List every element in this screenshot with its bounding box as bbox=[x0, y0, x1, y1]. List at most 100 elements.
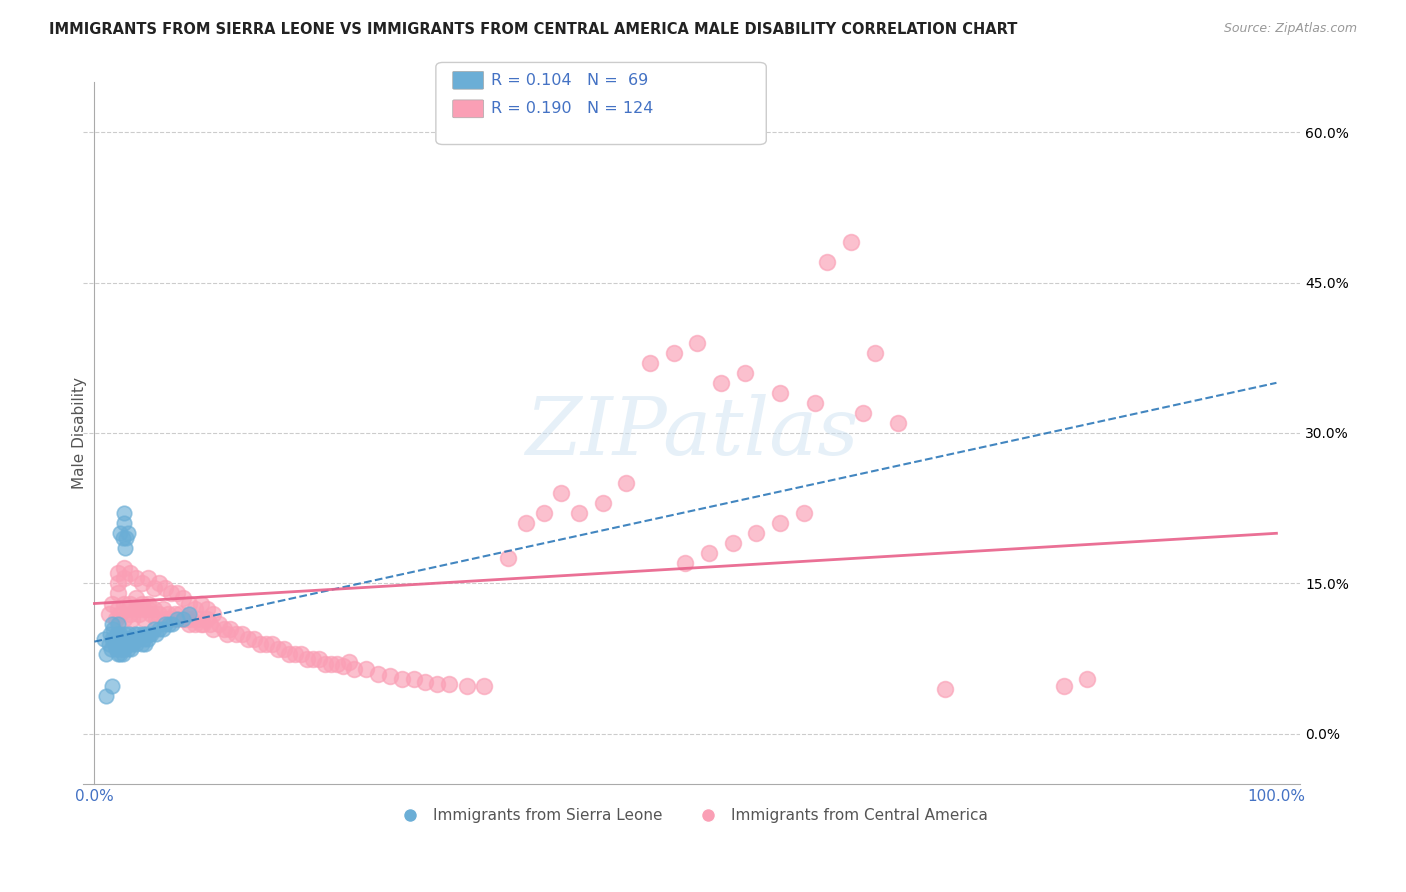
Immigrants from Sierra Leone bbox=[125, 637, 148, 651]
Immigrants from Sierra Leone bbox=[148, 622, 170, 636]
Immigrants from Sierra Leone bbox=[111, 637, 134, 651]
Immigrants from Sierra Leone bbox=[132, 626, 155, 640]
Immigrants from Sierra Leone bbox=[93, 632, 115, 646]
Immigrants from Sierra Leone bbox=[118, 626, 141, 640]
Immigrants from Central America bbox=[332, 658, 354, 673]
Immigrants from Central America bbox=[184, 616, 207, 631]
Immigrants from Sierra Leone bbox=[122, 632, 145, 646]
Immigrants from Central America bbox=[515, 516, 537, 531]
Immigrants from Sierra Leone bbox=[117, 526, 139, 541]
Immigrants from Central America bbox=[456, 679, 478, 693]
Immigrants from Central America bbox=[343, 662, 366, 676]
Immigrants from Central America bbox=[378, 669, 401, 683]
Immigrants from Sierra Leone bbox=[110, 647, 132, 661]
Immigrants from Central America bbox=[187, 611, 209, 625]
Immigrants from Sierra Leone bbox=[105, 626, 128, 640]
Immigrants from Central America bbox=[200, 616, 222, 631]
Immigrants from Sierra Leone bbox=[101, 632, 124, 646]
Immigrants from Central America bbox=[402, 672, 425, 686]
Immigrants from Central America bbox=[686, 335, 709, 350]
Immigrants from Central America bbox=[1053, 679, 1076, 693]
Legend: Immigrants from Sierra Leone, Immigrants from Central America: Immigrants from Sierra Leone, Immigrants… bbox=[388, 802, 994, 829]
Immigrants from Central America bbox=[745, 526, 768, 541]
Immigrants from Central America bbox=[295, 651, 318, 665]
Immigrants from Central America bbox=[1076, 672, 1098, 686]
Immigrants from Central America bbox=[136, 571, 159, 585]
Immigrants from Central America bbox=[254, 637, 277, 651]
Immigrants from Sierra Leone bbox=[97, 637, 120, 651]
Immigrants from Sierra Leone bbox=[103, 637, 125, 651]
Immigrants from Central America bbox=[118, 597, 141, 611]
Immigrants from Sierra Leone bbox=[125, 632, 148, 646]
Immigrants from Central America bbox=[141, 607, 163, 621]
Immigrants from Central America bbox=[112, 561, 135, 575]
Immigrants from Sierra Leone bbox=[138, 626, 160, 640]
Immigrants from Central America bbox=[118, 607, 141, 621]
Immigrants from Sierra Leone bbox=[110, 637, 132, 651]
Immigrants from Central America bbox=[97, 607, 120, 621]
Immigrants from Sierra Leone bbox=[141, 626, 163, 640]
Immigrants from Sierra Leone bbox=[110, 641, 132, 656]
Immigrants from Sierra Leone bbox=[110, 632, 132, 646]
Immigrants from Central America bbox=[112, 597, 135, 611]
Immigrants from Central America bbox=[177, 616, 200, 631]
Immigrants from Central America bbox=[302, 651, 325, 665]
Immigrants from Central America bbox=[215, 626, 238, 640]
Immigrants from Central America bbox=[839, 235, 862, 250]
Immigrants from Central America bbox=[415, 674, 437, 689]
Immigrants from Sierra Leone bbox=[117, 632, 139, 646]
Immigrants from Sierra Leone bbox=[104, 632, 127, 646]
Immigrants from Central America bbox=[190, 616, 212, 631]
Immigrants from Sierra Leone bbox=[111, 647, 134, 661]
Immigrants from Central America bbox=[769, 385, 792, 400]
Immigrants from Central America bbox=[225, 626, 247, 640]
Immigrants from Sierra Leone bbox=[112, 641, 135, 656]
Immigrants from Central America bbox=[533, 506, 555, 520]
Immigrants from Central America bbox=[184, 601, 207, 615]
Immigrants from Sierra Leone bbox=[142, 622, 165, 636]
Immigrants from Central America bbox=[190, 597, 212, 611]
Immigrants from Central America bbox=[278, 647, 301, 661]
Immigrants from Sierra Leone bbox=[114, 626, 136, 640]
Immigrants from Central America bbox=[117, 601, 139, 615]
Immigrants from Central America bbox=[367, 666, 389, 681]
Immigrants from Central America bbox=[136, 601, 159, 615]
Immigrants from Central America bbox=[125, 571, 148, 585]
Immigrants from Central America bbox=[172, 591, 194, 606]
Immigrants from Central America bbox=[195, 611, 218, 625]
Immigrants from Central America bbox=[231, 626, 253, 640]
Immigrants from Sierra Leone bbox=[96, 647, 118, 661]
Immigrants from Central America bbox=[214, 622, 236, 636]
Immigrants from Sierra Leone bbox=[112, 506, 135, 520]
Immigrants from Sierra Leone bbox=[136, 632, 159, 646]
Immigrants from Central America bbox=[290, 647, 312, 661]
Immigrants from Central America bbox=[266, 641, 288, 656]
Immigrants from Central America bbox=[550, 486, 572, 500]
Immigrants from Central America bbox=[219, 622, 242, 636]
Immigrants from Sierra Leone bbox=[166, 611, 188, 625]
Immigrants from Central America bbox=[437, 677, 460, 691]
Immigrants from Central America bbox=[391, 672, 413, 686]
Immigrants from Central America bbox=[166, 611, 188, 625]
Immigrants from Sierra Leone bbox=[131, 637, 153, 651]
Immigrants from Central America bbox=[815, 255, 838, 269]
Immigrants from Sierra Leone bbox=[115, 637, 138, 651]
Immigrants from Central America bbox=[193, 616, 215, 631]
Immigrants from Central America bbox=[110, 607, 132, 621]
Immigrants from Central America bbox=[145, 611, 167, 625]
Immigrants from Central America bbox=[195, 601, 218, 615]
Immigrants from Sierra Leone bbox=[96, 689, 118, 703]
Immigrants from Sierra Leone bbox=[101, 679, 124, 693]
Immigrants from Central America bbox=[496, 551, 519, 566]
Immigrants from Central America bbox=[568, 506, 591, 520]
Immigrants from Central America bbox=[155, 611, 177, 625]
Immigrants from Central America bbox=[131, 597, 153, 611]
Immigrants from Central America bbox=[614, 476, 637, 491]
Immigrants from Central America bbox=[319, 657, 342, 671]
Immigrants from Central America bbox=[142, 601, 165, 615]
Immigrants from Sierra Leone bbox=[112, 516, 135, 531]
Immigrants from Central America bbox=[160, 611, 183, 625]
Immigrants from Central America bbox=[474, 679, 496, 693]
Immigrants from Central America bbox=[337, 655, 360, 669]
Immigrants from Central America bbox=[118, 566, 141, 581]
